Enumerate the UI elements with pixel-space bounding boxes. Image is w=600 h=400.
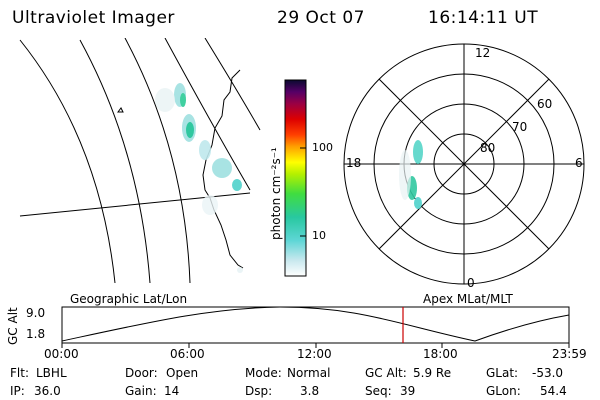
time-tick-0000: 00:00 bbox=[44, 347, 79, 361]
altitude-left-title: Geographic Lat/Lon bbox=[70, 292, 188, 306]
gain-value: 14 bbox=[164, 384, 180, 398]
flt-value: LBHL bbox=[36, 366, 67, 380]
instrument-title: Ultraviolet Imager bbox=[12, 8, 175, 28]
ip-value: 36.0 bbox=[34, 384, 61, 398]
mode-label: Mode: bbox=[245, 366, 282, 380]
time-tick-1800: 18:00 bbox=[423, 347, 458, 361]
flt-label: Flt: bbox=[10, 366, 29, 380]
seq-label: Seq: bbox=[365, 384, 392, 398]
gc-alt-value: 5.9 Re bbox=[413, 366, 452, 380]
altitude-ylabel: GC Alt bbox=[6, 307, 20, 345]
polar-mlt-6: 6 bbox=[575, 156, 583, 170]
polar-mlt-12: 12 bbox=[475, 46, 491, 60]
ip-label: IP: bbox=[10, 384, 25, 398]
polar-lat-70: 70 bbox=[512, 120, 528, 134]
date-label: 29 Oct 07 bbox=[277, 8, 365, 28]
colorbar-unit-label: photon cm⁻²s⁻¹ bbox=[269, 147, 283, 240]
polar-lat-80: 80 bbox=[480, 141, 496, 155]
polar-plot bbox=[343, 43, 585, 285]
time-tick-1200: 12:00 bbox=[297, 347, 332, 361]
door-label: Door: bbox=[125, 366, 158, 380]
altitude-ytick-bottom: 1.8 bbox=[26, 327, 46, 341]
colorbar bbox=[284, 79, 307, 277]
altitude-ytick-top: 9.0 bbox=[26, 306, 46, 320]
door-value: Open bbox=[166, 366, 199, 380]
polar-mlt-18: 18 bbox=[346, 156, 362, 170]
mode-value: Normal bbox=[287, 366, 331, 380]
glon-label: GLon: bbox=[486, 384, 521, 398]
glat-label: GLat: bbox=[486, 366, 519, 380]
colorbar-tick-10: 10 bbox=[312, 229, 326, 242]
dsp-label: Dsp: bbox=[245, 384, 273, 398]
gain-label: Gain: bbox=[125, 384, 157, 398]
colorbar-tick-100: 100 bbox=[312, 141, 333, 154]
time-tick-2359: 23:59 bbox=[552, 347, 587, 361]
polar-mlt-0: 0 bbox=[467, 276, 475, 290]
glat-value: -53.0 bbox=[532, 366, 564, 380]
aurora-oval-polar bbox=[399, 140, 423, 209]
altitude-curve bbox=[61, 306, 570, 342]
time-label: 16:14:11 UT bbox=[428, 8, 539, 28]
dsp-value: 3.8 bbox=[300, 384, 320, 398]
glon-value: 54.4 bbox=[540, 384, 567, 398]
seq-value: 39 bbox=[400, 384, 416, 398]
altitude-right-title: Apex MLat/MLT bbox=[423, 292, 513, 306]
polar-lat-60: 60 bbox=[537, 97, 553, 111]
aurora-oval-geographic bbox=[155, 83, 243, 273]
gc-alt-label: GC Alt: bbox=[365, 366, 407, 380]
time-tick-0600: 06:00 bbox=[170, 347, 205, 361]
